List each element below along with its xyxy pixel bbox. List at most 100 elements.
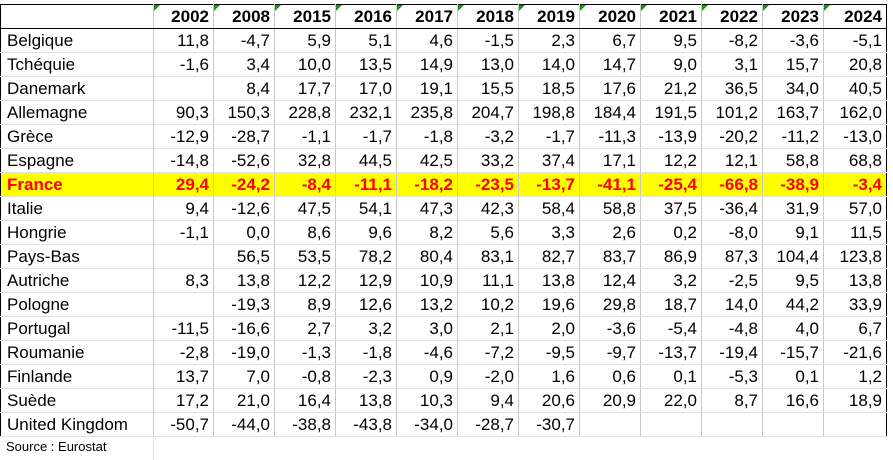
value-cell[interactable]: -20,2 [701,124,763,149]
value-cell[interactable]: -4,7 [213,28,275,53]
year-header[interactable]: 2024 [823,4,887,29]
value-cell[interactable]: 58,4 [518,196,580,221]
value-cell[interactable]: 7,0 [213,364,275,389]
value-cell[interactable]: 9,0 [640,52,702,77]
value-cell[interactable]: 162,0 [823,100,887,125]
value-cell[interactable]: 90,3 [153,100,214,125]
value-cell[interactable]: 78,2 [335,244,397,269]
value-cell[interactable]: 5,9 [274,28,336,53]
value-cell[interactable]: 12,4 [579,268,641,293]
value-cell[interactable]: -2,8 [153,340,214,365]
year-header[interactable]: 2008 [213,4,275,29]
value-cell[interactable]: 14,9 [396,52,458,77]
value-cell[interactable]: 82,7 [518,244,580,269]
value-cell[interactable]: 19,6 [518,292,580,317]
value-cell[interactable]: -5,1 [823,28,887,53]
value-cell[interactable]: 10,3 [396,388,458,413]
value-cell[interactable]: -3,6 [579,316,641,341]
value-cell[interactable]: -36,4 [701,196,763,221]
value-cell[interactable]: 47,5 [274,196,336,221]
value-cell[interactable]: 5,1 [335,28,397,53]
value-cell[interactable]: 1,6 [518,364,580,389]
value-cell[interactable]: 86,9 [640,244,702,269]
value-cell[interactable]: 57,0 [823,196,887,221]
value-cell[interactable]: -3,2 [457,124,519,149]
country-cell[interactable]: Finlande [0,364,154,389]
value-cell[interactable] [579,412,641,437]
country-cell[interactable]: Italie [0,196,154,221]
value-cell[interactable]: 10,9 [396,268,458,293]
value-cell[interactable]: 3,1 [701,52,763,77]
value-cell[interactable]: 58,8 [762,148,824,173]
value-cell[interactable]: -11,5 [153,316,214,341]
value-cell[interactable]: 54,1 [335,196,397,221]
value-cell[interactable]: -38,9 [762,172,824,197]
year-header[interactable]: 2022 [701,4,763,29]
country-cell[interactable]: United Kingdom [0,412,154,437]
value-cell[interactable]: -12,6 [213,196,275,221]
value-cell[interactable]: -44,0 [213,412,275,437]
value-cell[interactable]: 18,5 [518,76,580,101]
value-cell[interactable]: 2,6 [579,220,641,245]
value-cell[interactable]: 21,0 [213,388,275,413]
value-cell[interactable]: 8,4 [213,76,275,101]
value-cell[interactable]: 101,2 [701,100,763,125]
value-cell[interactable]: 0,6 [579,364,641,389]
year-header[interactable]: 2017 [396,4,458,29]
value-cell[interactable]: -43,8 [335,412,397,437]
value-cell[interactable]: 0,1 [640,364,702,389]
value-cell[interactable]: 34,0 [762,76,824,101]
value-cell[interactable]: 191,5 [640,100,702,125]
value-cell[interactable]: -28,7 [213,124,275,149]
value-cell[interactable]: 8,9 [274,292,336,317]
value-cell[interactable]: -13,0 [823,124,887,149]
value-cell[interactable]: 12,6 [335,292,397,317]
country-cell[interactable]: Belgique [0,28,154,53]
value-cell[interactable]: -14,8 [153,148,214,173]
value-cell[interactable]: -66,8 [701,172,763,197]
value-cell[interactable]: -1,7 [518,124,580,149]
value-cell[interactable]: 17,7 [274,76,336,101]
value-cell[interactable]: 8,3 [153,268,214,293]
value-cell[interactable]: 3,2 [335,316,397,341]
value-cell[interactable]: -12,9 [153,124,214,149]
value-cell[interactable] [153,292,214,317]
value-cell[interactable]: 18,7 [640,292,702,317]
value-cell[interactable]: 42,3 [457,196,519,221]
value-cell[interactable]: 36,5 [701,76,763,101]
value-cell[interactable]: 150,3 [213,100,275,125]
value-cell[interactable]: 4,6 [396,28,458,53]
value-cell[interactable]: -5,4 [640,316,702,341]
year-header[interactable]: 2002 [153,4,214,29]
value-cell[interactable]: 21,2 [640,76,702,101]
value-cell[interactable]: 40,5 [823,76,887,101]
country-cell[interactable]: Hongrie [0,220,154,245]
value-cell[interactable]: -38,8 [274,412,336,437]
year-header[interactable]: 2023 [762,4,824,29]
value-cell[interactable]: 10,0 [274,52,336,77]
value-cell[interactable]: 42,5 [396,148,458,173]
value-cell[interactable]: 9,4 [457,388,519,413]
value-cell[interactable]: 17,2 [153,388,214,413]
value-cell[interactable]: -1,5 [457,28,519,53]
value-cell[interactable]: 13,2 [396,292,458,317]
value-cell[interactable]: 10,2 [457,292,519,317]
value-cell[interactable]: -2,0 [457,364,519,389]
value-cell[interactable]: 83,7 [579,244,641,269]
country-cell[interactable]: Pologne [0,292,154,317]
value-cell[interactable]: 6,7 [823,316,887,341]
value-cell[interactable]: -0,8 [274,364,336,389]
value-cell[interactable]: -18,2 [396,172,458,197]
value-cell[interactable]: -19,3 [213,292,275,317]
value-cell[interactable]: 9,6 [335,220,397,245]
value-cell[interactable]: 47,3 [396,196,458,221]
value-cell[interactable]: 13,0 [457,52,519,77]
value-cell[interactable]: 37,4 [518,148,580,173]
value-cell[interactable]: 87,3 [701,244,763,269]
value-cell[interactable]: 12,1 [701,148,763,173]
value-cell[interactable]: 0,2 [640,220,702,245]
value-cell[interactable]: 19,1 [396,76,458,101]
value-cell[interactable]: 8,6 [274,220,336,245]
value-cell[interactable]: 17,1 [579,148,641,173]
value-cell[interactable]: 2,1 [457,316,519,341]
